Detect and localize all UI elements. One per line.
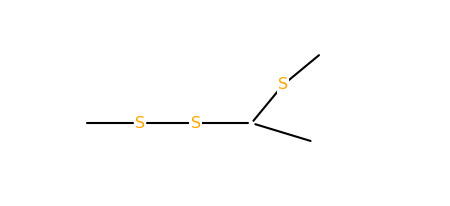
Text: S: S <box>191 116 201 131</box>
Text: S: S <box>135 116 145 131</box>
Text: S: S <box>278 77 288 92</box>
